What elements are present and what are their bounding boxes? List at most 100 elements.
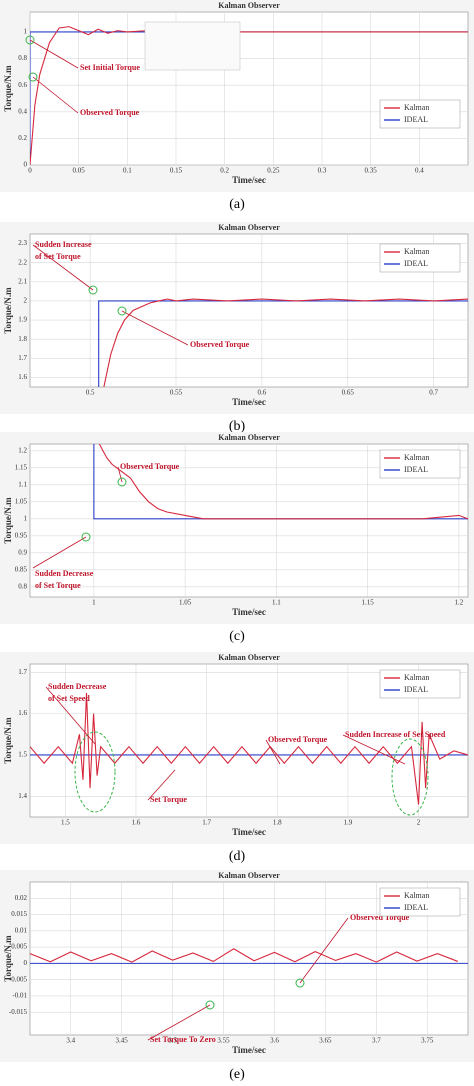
annotation-arrow <box>29 39 79 69</box>
y-tick-label: 0.95 <box>15 531 28 539</box>
annotation: Set Initial Torque <box>80 63 140 72</box>
x-axis-label: Time/sec <box>232 397 266 407</box>
annotation-marker <box>205 1000 215 1010</box>
annotation-arrow <box>265 739 281 765</box>
y-tick-label: 0.85 <box>15 565 28 573</box>
annotation-arrow <box>32 244 94 291</box>
series-line <box>30 26 468 165</box>
legend-label: Kalman <box>404 103 429 112</box>
series-line <box>103 298 468 387</box>
legend-box <box>379 887 461 917</box>
x-tick-label: 3.7 <box>372 1037 381 1045</box>
chart-panel: Kalman Observer 1.6 1.7 1.8 1.9 2 2.1 2.2 2.3 0.5… <box>0 222 474 434</box>
x-axis-label: Time/sec <box>232 607 266 617</box>
plot-area <box>29 233 469 388</box>
annotation-arrow <box>32 536 87 569</box>
y-tick-label: 1.4 <box>18 792 27 800</box>
y-tick-label: 1.5 <box>18 751 27 759</box>
y-tick-label: 0.8 <box>18 582 27 590</box>
annotation: Set Torque To Zero <box>150 1035 216 1044</box>
highlight-ellipse <box>391 738 429 816</box>
annotation: of Set Torque <box>35 581 81 590</box>
chart-title: Kalman Observer <box>218 653 280 662</box>
legend-label: IDEAL <box>404 465 428 474</box>
annotation-arrow <box>117 466 123 483</box>
annotation-marker <box>295 978 305 988</box>
x-tick-label: 1.05 <box>179 599 192 607</box>
y-tick-label: 1.15 <box>15 463 28 471</box>
x-tick-label: 3.55 <box>217 1037 230 1045</box>
x-tick-label: 1.1 <box>272 599 281 607</box>
y-tick-label: 1.8 <box>18 335 27 343</box>
plot-area <box>29 11 469 166</box>
highlight-ellipse <box>74 731 116 813</box>
x-tick-label: 1.5 <box>61 819 70 827</box>
x-tick-label: 0.35 <box>365 167 378 175</box>
x-axis-label: Time/sec <box>232 1045 266 1055</box>
legend-box <box>379 669 461 699</box>
y-tick-label: 1.9 <box>18 316 27 324</box>
legend-label: IDEAL <box>404 259 428 268</box>
x-tick-label: 3.6 <box>270 1037 279 1045</box>
series-line <box>30 948 459 963</box>
y-tick-label: 1.2 <box>18 446 27 454</box>
x-tick-label: 0.1 <box>123 167 132 175</box>
x-tick-label: 0.55 <box>170 389 183 397</box>
x-tick-label: 0.3 <box>318 167 327 175</box>
x-tick-label: 0.05 <box>73 167 86 175</box>
y-axis-label: Torque/N.m <box>3 497 13 544</box>
y-tick-label: 0 <box>24 161 28 169</box>
annotation: Observed Torque <box>80 108 140 117</box>
x-tick-label: 3.5 <box>168 1037 177 1045</box>
x-tick-label: 3.4 <box>66 1037 75 1045</box>
y-axis-label: Torque/N.m <box>3 717 13 764</box>
y-tick-label: 1.6 <box>18 709 27 717</box>
legend-label: IDEAL <box>404 115 428 124</box>
y-axis-label: Torque/N.m <box>3 287 13 334</box>
series-line <box>30 692 468 805</box>
annotation-marker <box>88 285 98 295</box>
y-tick-label: 2.1 <box>18 277 27 285</box>
annotation: of Set Torque <box>35 252 81 261</box>
annotation-marker <box>81 532 91 542</box>
annotation: Observed Torque <box>190 340 250 349</box>
legend-box <box>379 243 461 273</box>
legend-label: Kalman <box>404 891 429 900</box>
annotation: Observed Torque <box>120 462 180 471</box>
y-tick-label: 2.3 <box>18 239 27 247</box>
x-tick-label: 0.5 <box>86 389 95 397</box>
x-tick-label: 1 <box>92 599 96 607</box>
y-tick-label: 0.6 <box>18 81 27 89</box>
x-tick-label: 2 <box>417 819 421 827</box>
x-tick-label: 1.7 <box>202 819 211 827</box>
x-tick-label: 3.75 <box>421 1037 434 1045</box>
legend-box <box>379 449 461 479</box>
y-tick-label: 1.7 <box>18 354 27 362</box>
y-tick-label: 1.05 <box>15 497 28 505</box>
x-tick-label: 3.65 <box>319 1037 332 1045</box>
caption: (a) <box>229 197 245 212</box>
y-axis-label: Torque/N.m <box>3 935 13 982</box>
x-tick-label: 0.65 <box>342 389 355 397</box>
annotation: Sudden Increase of Set Speed <box>345 730 446 739</box>
y-tick-label: 1.7 <box>18 668 27 676</box>
annotation-marker <box>117 306 127 316</box>
annotation-arrow <box>121 310 189 346</box>
chart-title: Kalman Observer <box>218 1 280 10</box>
y-tick-label: 2 <box>24 297 28 305</box>
x-tick-label: 1.15 <box>362 599 375 607</box>
annotation: Observed Torque <box>350 913 410 922</box>
chart-title: Kalman Observer <box>218 871 280 880</box>
y-tick-label: 1 <box>24 28 28 36</box>
y-tick-label: 0.01 <box>15 926 28 934</box>
inset-box <box>144 21 241 71</box>
legend-label: IDEAL <box>404 903 428 912</box>
annotation: Sudden Decrease <box>48 682 107 691</box>
x-axis-label: Time/sec <box>232 827 266 837</box>
caption: (d) <box>229 849 246 864</box>
x-tick-label: 0.6 <box>258 389 267 397</box>
annotation-marker <box>117 477 127 487</box>
annotation: Observed Torque <box>268 735 328 744</box>
chart-panel: Kalman Observer 0.8 0.85 0.9 0.95 1 1.05 1.1 1.1… <box>0 432 474 644</box>
